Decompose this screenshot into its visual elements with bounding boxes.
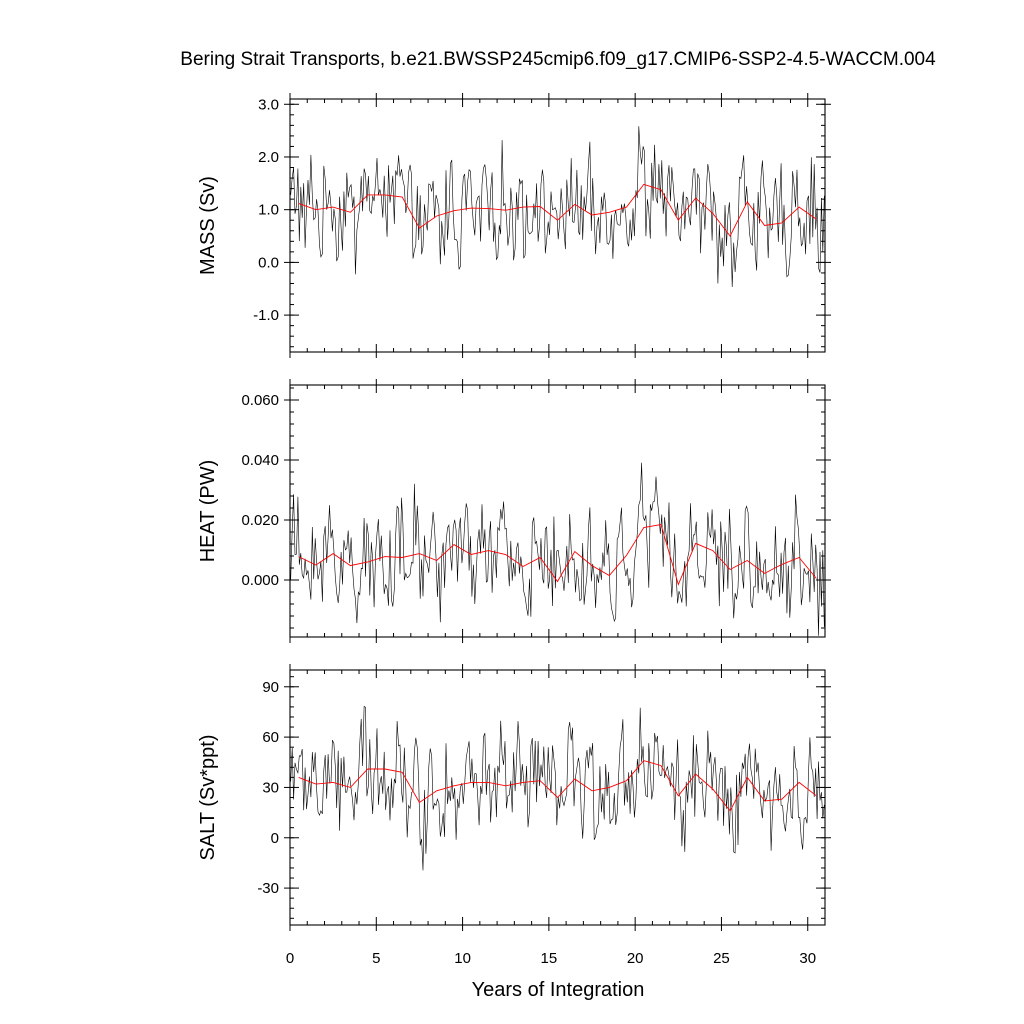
- x-tick-label: 10: [454, 950, 471, 967]
- x-tick-label: 20: [627, 950, 644, 967]
- plot-frame-heat: [289, 384, 826, 638]
- panel-heat: 0.060 0.040 0.020 0.000 HEAT (PW): [197, 379, 831, 643]
- y-tick-label: 1.0: [258, 202, 279, 219]
- annual-mean-line-heat: [298, 523, 817, 586]
- x-tick-labels: 0 5 10 15 20 25 30: [286, 950, 816, 967]
- x-tick-label: 25: [713, 950, 730, 967]
- y-tick-label: -1.0: [253, 307, 279, 324]
- y-axis-label-mass: MASS (Sv): [197, 176, 219, 275]
- y-tick-label: -30: [257, 880, 279, 897]
- y-tick-label: 90: [262, 679, 279, 696]
- panels: 3.0 2.0 1.0 0.0 -1.0 MASS (Sv) 0.060 0.040 0.020…: [197, 93, 831, 967]
- x-tick-label: 5: [372, 950, 380, 967]
- y-tick-label: 3.0: [258, 96, 279, 113]
- y-tick-label: 2.0: [258, 149, 279, 166]
- monthly-series-heat: [290, 462, 825, 636]
- x-tick-label: 30: [799, 950, 816, 967]
- y-tick-label: 0: [271, 830, 279, 847]
- x-axis-label: Years of Integration: [472, 979, 645, 1001]
- panel-salt: 90 60 30 0 -30 SALT (Sv*ppt): [197, 664, 831, 931]
- y-tick-label: 0.020: [241, 512, 279, 529]
- y-tick-label: 0.060: [241, 392, 279, 409]
- monthly-series-mass: [290, 126, 825, 288]
- plot-frame-mass: [289, 98, 826, 353]
- y-tick-label: 0.0: [258, 254, 279, 271]
- y-tick-label: 0.000: [241, 572, 279, 589]
- annual-mean-line-salt: [298, 760, 817, 812]
- y-axis-label-salt: SALT (Sv*ppt): [197, 735, 219, 861]
- y-tick-label: 30: [262, 779, 279, 796]
- x-tick-label: 0: [286, 950, 294, 967]
- annual-mean-line-mass: [298, 183, 817, 237]
- y-tick-label: 60: [262, 729, 279, 746]
- chart-title: Bering Strait Transports, b.e21.BWSSP245…: [180, 49, 936, 70]
- x-tick-label: 15: [541, 950, 558, 967]
- y-axis-label-heat: HEAT (PW): [197, 460, 219, 563]
- monthly-series-salt: [290, 705, 825, 871]
- panel-mass: 3.0 2.0 1.0 0.0 -1.0 MASS (Sv): [197, 93, 831, 358]
- y-tick-label: 0.040: [241, 452, 279, 469]
